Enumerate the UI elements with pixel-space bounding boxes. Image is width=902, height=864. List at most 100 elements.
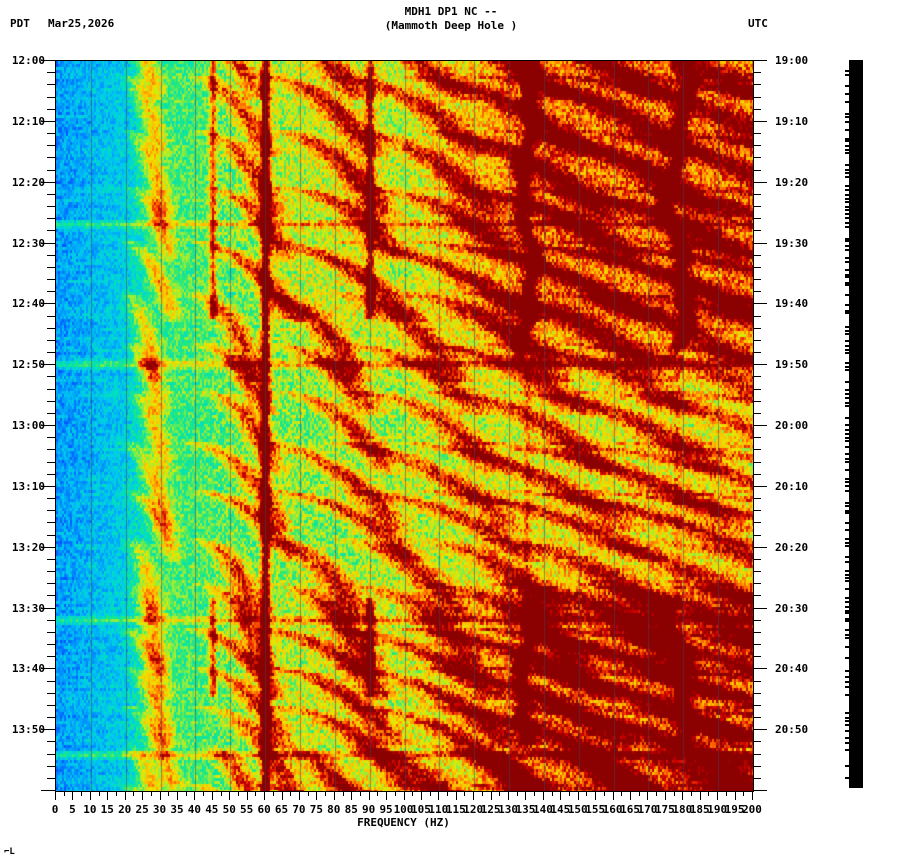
side-strip-nub: [845, 601, 850, 603]
side-strip-nub: [845, 612, 850, 614]
side-strip-nub: [845, 172, 850, 174]
corner-mark-glyph: ⌐L: [4, 848, 15, 857]
side-strip-nub: [845, 397, 850, 399]
side-strip-nub: [845, 461, 850, 463]
side-strip-nub: [845, 145, 850, 147]
side-strip-nub: [845, 226, 850, 228]
side-strip-nub: [845, 121, 850, 123]
right-time-label: 19:40: [775, 297, 808, 310]
side-strip-nub: [845, 257, 850, 259]
side-strip-nub: [845, 366, 850, 368]
side-strip-nub: [845, 570, 850, 572]
side-strip-nub: [845, 93, 850, 95]
side-strip-nub: [845, 522, 850, 524]
side-strip-nub: [845, 340, 850, 342]
side-strip-nub: [845, 588, 850, 590]
side-strip-nub: [845, 538, 850, 540]
side-strip-nub: [845, 312, 850, 314]
side-strip-nub: [845, 481, 850, 483]
side-strip-nub: [845, 245, 850, 247]
side-strip-nub: [845, 389, 850, 391]
side-strip-nub: [845, 433, 850, 435]
side-strip-nub: [845, 730, 850, 732]
right-time-label: 19:20: [775, 176, 808, 189]
side-strip-nub: [845, 369, 850, 371]
side-strip-nub: [845, 485, 850, 487]
side-strip-nub: [845, 502, 850, 504]
side-strip-nub: [845, 765, 850, 767]
side-strip-nub: [845, 417, 850, 419]
side-strip-nub: [845, 164, 850, 166]
side-strip-nub: [845, 724, 850, 726]
side-strip-nub: [845, 85, 850, 87]
side-strip-nub: [845, 330, 850, 332]
side-strip-nub: [845, 577, 850, 579]
side-strip-nub: [845, 545, 850, 547]
side-strip-nub: [845, 437, 850, 439]
side-strip-nub: [845, 362, 850, 364]
right-time-label: 19:30: [775, 237, 808, 250]
amplitude-side-strip: [849, 60, 863, 788]
side-strip-nub: [845, 349, 850, 351]
side-strip-nub: [845, 152, 850, 154]
side-strip-nub: [845, 185, 850, 187]
right-time-label: 19:10: [775, 115, 808, 128]
side-strip-nub: [845, 512, 850, 514]
side-strip-nub: [845, 116, 850, 118]
side-strip-nub: [845, 446, 850, 448]
side-strip-nub: [845, 201, 850, 203]
side-strip-nub: [845, 206, 850, 208]
right-time-label: 20:50: [775, 723, 808, 736]
side-strip-nub: [845, 240, 850, 242]
side-strip-nub: [845, 646, 850, 648]
side-strip-nub: [845, 424, 850, 426]
side-strip-nub: [845, 720, 850, 722]
side-strip-nub: [845, 294, 850, 296]
side-strip-nub: [845, 440, 850, 442]
right-time-label: 20:40: [775, 662, 808, 675]
side-strip-nub: [845, 276, 850, 278]
side-strip-nub: [845, 381, 850, 383]
side-strip-nub: [845, 261, 850, 263]
side-strip-nub: [845, 529, 850, 531]
side-strip-nub: [845, 453, 850, 455]
right-time-label: 20:00: [775, 419, 808, 432]
side-strip-nub: [845, 629, 850, 631]
side-strip-nub: [845, 217, 850, 219]
side-strip-nub: [845, 478, 850, 480]
side-strip-nub: [845, 189, 850, 191]
side-strip-nub: [845, 209, 850, 211]
side-strip-nub: [845, 222, 850, 224]
side-strip-nub: [845, 140, 850, 142]
side-strip-nub: [845, 712, 850, 714]
side-strip-nub: [845, 681, 850, 683]
right-time-label: 19:00: [775, 54, 808, 67]
side-strip-nub: [845, 129, 850, 131]
frequency-axis-title: FREQUENCY (HZ): [55, 816, 752, 829]
side-strip-nub: [845, 429, 850, 431]
side-strip-nub: [845, 70, 850, 72]
side-strip-nub: [845, 634, 850, 636]
side-strip-nub: [845, 269, 850, 271]
side-strip-nub: [845, 149, 850, 151]
side-strip-nub: [845, 352, 850, 354]
side-strip-nub: [845, 304, 850, 306]
right-time-label: 20:10: [775, 480, 808, 493]
side-strip-nub: [845, 620, 850, 622]
side-strip-nub: [845, 213, 850, 215]
side-strip-nub: [845, 686, 850, 688]
side-strip-nub: [845, 333, 850, 335]
side-strip-nub: [845, 469, 850, 471]
side-strip-nub: [845, 249, 850, 251]
right-time-label: 20:30: [775, 602, 808, 615]
side-strip-nub: [845, 194, 850, 196]
side-strip-nub: [845, 742, 850, 744]
side-strip-nub: [845, 74, 850, 76]
side-strip-nub: [845, 505, 850, 507]
side-strip-nub: [845, 637, 850, 639]
side-strip-nub: [845, 556, 850, 558]
side-strip-nub: [845, 284, 850, 286]
side-strip-nub: [845, 574, 850, 576]
side-strip-nub: [845, 670, 850, 672]
side-strip-nub: [845, 176, 850, 178]
